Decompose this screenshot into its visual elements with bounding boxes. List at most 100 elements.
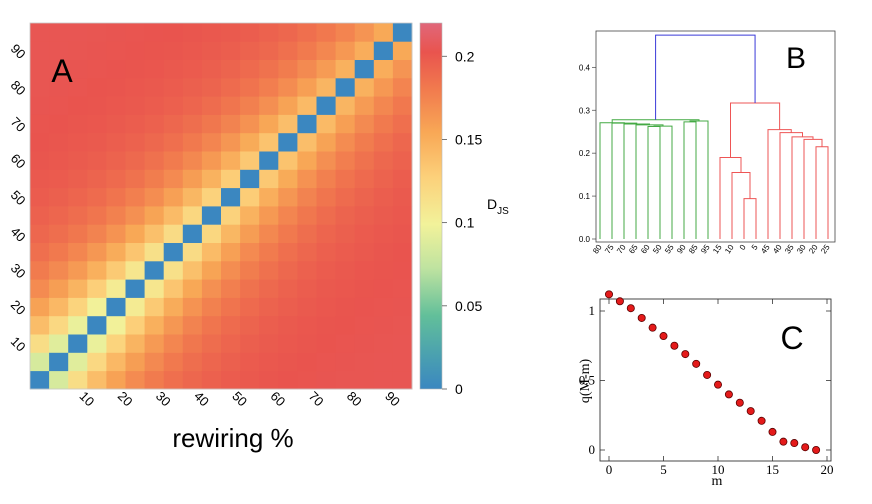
- heatmap-cell: [354, 41, 375, 60]
- heatmap-cell: [278, 151, 298, 170]
- heatmap-cell: [49, 132, 69, 152]
- dendrogram-leaf-label: 55: [663, 243, 676, 256]
- scatter-point: [659, 332, 668, 341]
- heatmap-cell: [278, 114, 298, 134]
- heatmap-cell: [125, 206, 145, 225]
- heatmap-x-tick-label: 10: [77, 388, 98, 409]
- heatmap-cell: [49, 224, 69, 243]
- heatmap-cell: [240, 77, 260, 97]
- scatter-x-axis-label: m: [712, 474, 723, 489]
- colorbar-label-main: D: [487, 196, 497, 212]
- heatmap-cell: [297, 297, 317, 317]
- heatmap-cell: [278, 279, 298, 298]
- heatmap-cell: [163, 352, 184, 372]
- heatmap-cell: [125, 315, 145, 335]
- heatmap-y-tick-label: 80: [8, 77, 29, 98]
- heatmap-cell: [373, 315, 394, 335]
- heatmap-cell: [87, 206, 107, 225]
- heatmap-cell: [259, 279, 279, 298]
- heatmap-cell: [163, 297, 184, 317]
- heatmap-cell: [278, 23, 298, 42]
- scatter-point: [724, 390, 733, 399]
- heatmap-cell: [30, 334, 50, 353]
- heatmap-cell: [144, 242, 165, 262]
- heatmap-cell: [316, 224, 336, 243]
- heatmap-cell: [335, 352, 356, 372]
- heatmap-cell: [106, 77, 126, 97]
- scatter-point: [637, 313, 646, 322]
- scatter-points: [605, 290, 821, 454]
- heatmap-cell: [335, 370, 356, 390]
- heatmap-cell: [392, 352, 413, 372]
- dendrogram-leaf-label: 5: [750, 243, 760, 252]
- heatmap-cell: [354, 206, 375, 225]
- heatmap-diagonal-cell: [68, 334, 88, 353]
- heatmap-cell: [335, 187, 356, 207]
- heatmap-cell: [278, 352, 298, 372]
- scatter-point: [801, 443, 810, 452]
- heatmap-cell: [316, 242, 336, 262]
- heatmap-cell: [240, 206, 260, 225]
- heatmap-cell: [278, 297, 298, 317]
- dendrogram-link: [611, 119, 700, 123]
- scatter-y-tick-label: 1: [589, 303, 596, 318]
- heatmap-cell: [144, 187, 165, 207]
- heatmap-cell: [354, 23, 375, 42]
- heatmap-cell: [392, 169, 413, 189]
- heatmap-cell: [335, 151, 356, 170]
- heatmap-cell: [163, 23, 184, 42]
- heatmap-cell: [201, 187, 222, 207]
- heatmap-diagonal-cell: [278, 132, 298, 152]
- heatmap-cell: [30, 151, 50, 170]
- heatmap-cell: [182, 169, 203, 189]
- heatmap-cell: [240, 260, 260, 280]
- heatmap-cell: [278, 224, 298, 243]
- heatmap-cell: [182, 242, 203, 262]
- heatmap-cell: [221, 224, 241, 243]
- heatmap-cell: [335, 96, 356, 115]
- panel-c-letter: C: [780, 320, 803, 356]
- heatmap-x-axis-label: rewiring %: [172, 423, 293, 453]
- heatmap-cell: [259, 59, 279, 79]
- heatmap-cell: [68, 41, 88, 60]
- heatmap-cell: [335, 169, 356, 189]
- heatmap-cell: [392, 260, 413, 280]
- heatmap-cell: [163, 206, 184, 225]
- heatmap-cell: [87, 260, 107, 280]
- scatter-x-tick-label: 10: [712, 462, 725, 477]
- heatmap-cell: [221, 169, 241, 189]
- heatmap-cell: [201, 77, 222, 97]
- heatmap-cell: [240, 297, 260, 317]
- heatmap-cell: [259, 224, 279, 243]
- heatmap-cell: [144, 23, 165, 42]
- heatmap-cell: [221, 260, 241, 280]
- panel-b-letter: B: [786, 42, 806, 75]
- heatmap-cell: [182, 23, 203, 42]
- heatmap-cell: [297, 224, 317, 243]
- heatmap-y-tick-label: 30: [8, 260, 29, 281]
- heatmap-cell: [182, 77, 203, 97]
- heatmap-cell: [316, 279, 336, 298]
- heatmap-cell: [106, 206, 126, 225]
- dendrogram-leaf-label: 85: [687, 243, 700, 256]
- heatmap-cell: [125, 151, 145, 170]
- heatmap-cell: [221, 370, 241, 390]
- heatmap-cell: [373, 169, 394, 189]
- heatmap-diagonal-cell: [182, 224, 203, 243]
- heatmap-cell: [259, 23, 279, 42]
- heatmap-cell: [221, 334, 241, 353]
- heatmap-cell: [316, 352, 336, 372]
- heatmap-cell: [106, 187, 126, 207]
- dendrogram-link: [683, 121, 697, 239]
- dendrogram-link: [767, 129, 792, 239]
- heatmap-cell: [87, 187, 107, 207]
- heatmap-diagonal-cell: [144, 260, 165, 280]
- heatmap-cell: [30, 224, 50, 243]
- heatmap-cell: [373, 96, 394, 115]
- heatmap-cell: [259, 187, 279, 207]
- heatmap-cell: [87, 23, 107, 42]
- heatmap-cell: [144, 352, 165, 372]
- heatmap-y-tick-label: 20: [8, 297, 29, 318]
- heatmap-cell: [30, 132, 50, 152]
- heatmap-cell: [354, 352, 375, 372]
